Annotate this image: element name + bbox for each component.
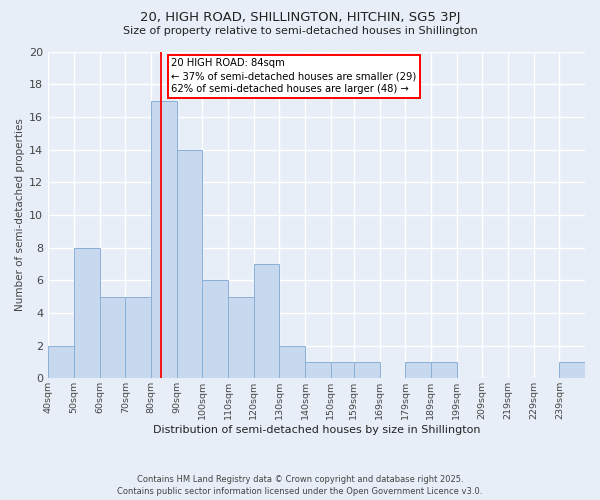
Bar [559,362,585,378]
Bar [202,280,228,378]
Bar [125,296,151,378]
Bar [48,346,74,378]
Bar [254,264,280,378]
Bar [228,296,254,378]
Y-axis label: Number of semi-detached properties: Number of semi-detached properties [15,118,25,312]
X-axis label: Distribution of semi-detached houses by size in Shillington: Distribution of semi-detached houses by … [153,425,481,435]
Bar [405,362,431,378]
Bar [151,100,176,378]
Text: 20, HIGH ROAD, SHILLINGTON, HITCHIN, SG5 3PJ: 20, HIGH ROAD, SHILLINGTON, HITCHIN, SG5… [140,11,460,24]
Bar [176,150,202,378]
Bar [100,296,125,378]
Text: Size of property relative to semi-detached houses in Shillington: Size of property relative to semi-detach… [122,26,478,36]
Bar [354,362,380,378]
Bar [331,362,354,378]
Bar [305,362,331,378]
Bar [431,362,457,378]
Text: Contains HM Land Registry data © Crown copyright and database right 2025.
Contai: Contains HM Land Registry data © Crown c… [118,474,482,496]
Text: 20 HIGH ROAD: 84sqm
← 37% of semi-detached houses are smaller (29)
62% of semi-d: 20 HIGH ROAD: 84sqm ← 37% of semi-detach… [172,58,416,94]
Bar [280,346,305,378]
Bar [74,248,100,378]
